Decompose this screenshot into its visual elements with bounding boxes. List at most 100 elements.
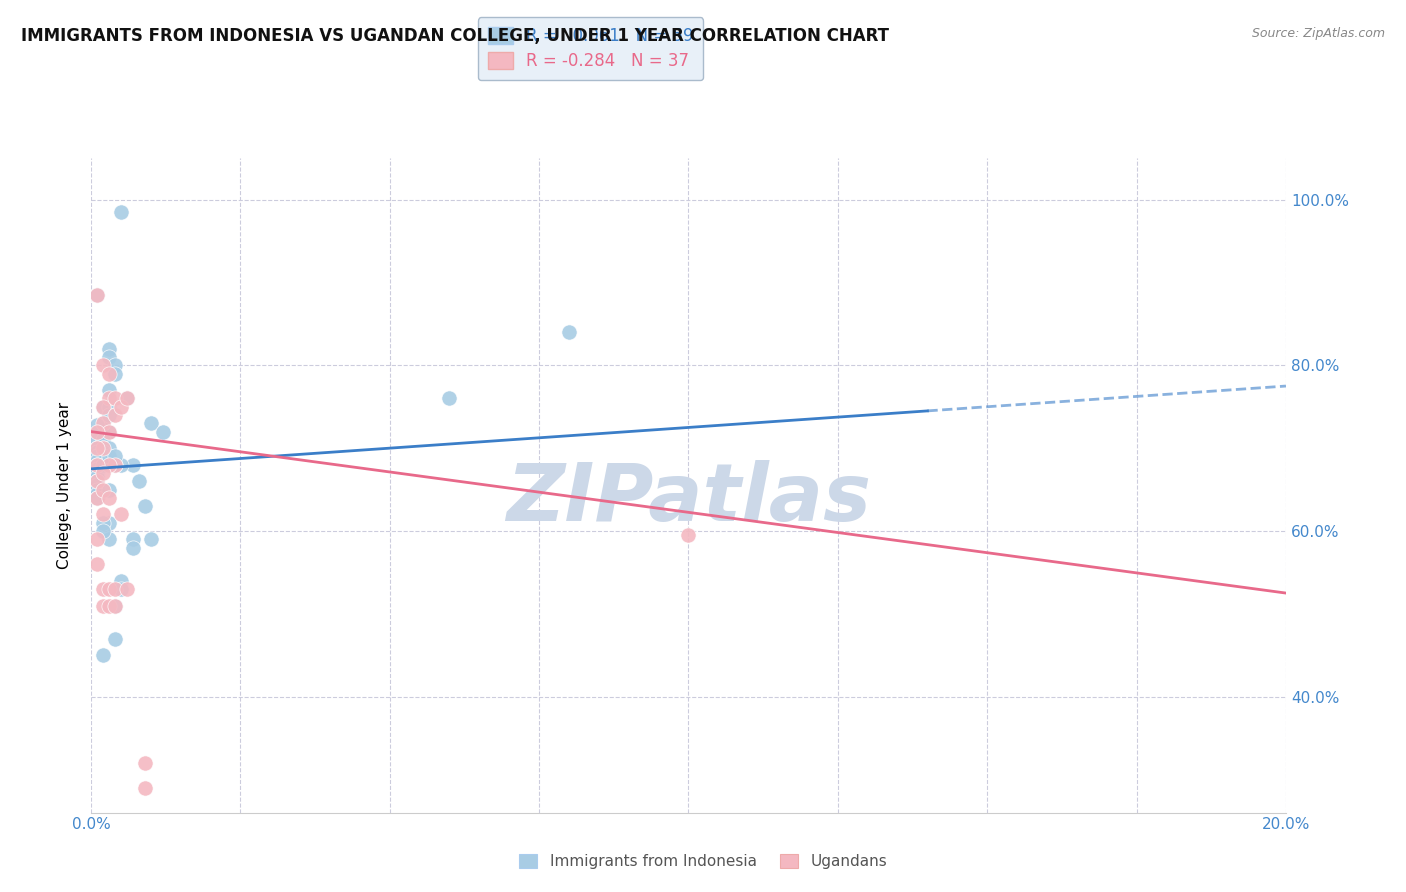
- Text: Source: ZipAtlas.com: Source: ZipAtlas.com: [1251, 27, 1385, 40]
- Point: [86, 557, 108, 571]
- Point: [97, 458, 120, 472]
- Point: [121, 458, 143, 472]
- Point: [97, 400, 120, 414]
- Point: [97, 516, 120, 530]
- Point: [558, 325, 581, 339]
- Point: [91, 648, 114, 663]
- Point: [91, 441, 114, 455]
- Point: [97, 483, 120, 497]
- Point: [121, 533, 143, 547]
- Point: [86, 426, 108, 441]
- Point: [104, 367, 127, 381]
- Point: [86, 475, 108, 489]
- Point: [97, 383, 120, 397]
- Point: [104, 408, 127, 422]
- Point: [139, 533, 162, 547]
- Point: [139, 417, 162, 431]
- Point: [121, 541, 143, 555]
- Point: [91, 466, 114, 480]
- Point: [97, 491, 120, 505]
- Text: IMMIGRANTS FROM INDONESIA VS UGANDAN COLLEGE, UNDER 1 YEAR CORRELATION CHART: IMMIGRANTS FROM INDONESIA VS UGANDAN COL…: [21, 27, 889, 45]
- Point: [104, 392, 127, 406]
- Point: [110, 205, 132, 219]
- Point: [91, 400, 114, 414]
- Point: [86, 462, 108, 476]
- Point: [110, 574, 132, 588]
- Point: [134, 756, 156, 770]
- Point: [104, 450, 127, 464]
- Point: [110, 400, 132, 414]
- Point: [104, 458, 127, 472]
- Point: [91, 582, 114, 596]
- Point: [104, 359, 127, 373]
- Point: [86, 445, 108, 459]
- Point: [91, 524, 114, 538]
- Point: [97, 350, 120, 364]
- Point: [91, 417, 114, 431]
- Point: [104, 632, 127, 646]
- Point: [115, 582, 138, 596]
- Point: [91, 445, 114, 459]
- Point: [86, 450, 108, 464]
- Point: [110, 582, 132, 596]
- Point: [97, 392, 120, 406]
- Point: [86, 486, 108, 500]
- Point: [97, 342, 120, 356]
- Point: [91, 508, 114, 522]
- Point: [86, 425, 108, 439]
- Point: [86, 288, 108, 302]
- Text: ZIPatlas: ZIPatlas: [506, 459, 870, 538]
- Point: [110, 508, 132, 522]
- Point: [86, 483, 108, 497]
- Point: [86, 491, 108, 505]
- Y-axis label: College, Under 1 year: College, Under 1 year: [58, 402, 72, 569]
- Point: [115, 392, 138, 406]
- Point: [91, 425, 114, 439]
- Point: [91, 516, 114, 530]
- Point: [97, 441, 120, 455]
- Point: [115, 392, 138, 406]
- Legend: Immigrants from Indonesia, Ugandans: Immigrants from Indonesia, Ugandans: [513, 848, 893, 875]
- Point: [86, 417, 108, 432]
- Point: [91, 599, 114, 613]
- Legend: R =   0.061   N = 59, R = -0.284   N = 37: R = 0.061 N = 59, R = -0.284 N = 37: [478, 17, 703, 80]
- Point: [97, 599, 120, 613]
- Point: [97, 425, 120, 439]
- Point: [86, 441, 108, 455]
- Point: [86, 478, 108, 492]
- Point: [97, 408, 120, 422]
- Point: [86, 453, 108, 467]
- Point: [134, 780, 156, 795]
- Point: [86, 458, 108, 472]
- Point: [86, 288, 108, 302]
- Point: [439, 392, 461, 406]
- Point: [97, 367, 120, 381]
- Point: [97, 533, 120, 547]
- Point: [91, 453, 114, 467]
- Point: [104, 599, 127, 613]
- Point: [91, 359, 114, 373]
- Point: [128, 475, 150, 489]
- Point: [86, 458, 108, 472]
- Point: [91, 417, 114, 431]
- Point: [97, 582, 120, 596]
- Point: [97, 425, 120, 439]
- Point: [86, 441, 108, 455]
- Point: [110, 458, 132, 472]
- Point: [91, 441, 114, 455]
- Point: [91, 433, 114, 447]
- Point: [104, 582, 127, 596]
- Point: [91, 483, 114, 497]
- Point: [86, 491, 108, 505]
- Point: [104, 458, 127, 472]
- Point: [678, 528, 700, 542]
- Point: [86, 533, 108, 547]
- Point: [86, 466, 108, 480]
- Point: [86, 475, 108, 489]
- Point: [91, 458, 114, 472]
- Point: [97, 450, 120, 464]
- Point: [86, 433, 108, 447]
- Point: [152, 425, 174, 439]
- Point: [104, 599, 127, 613]
- Point: [86, 470, 108, 484]
